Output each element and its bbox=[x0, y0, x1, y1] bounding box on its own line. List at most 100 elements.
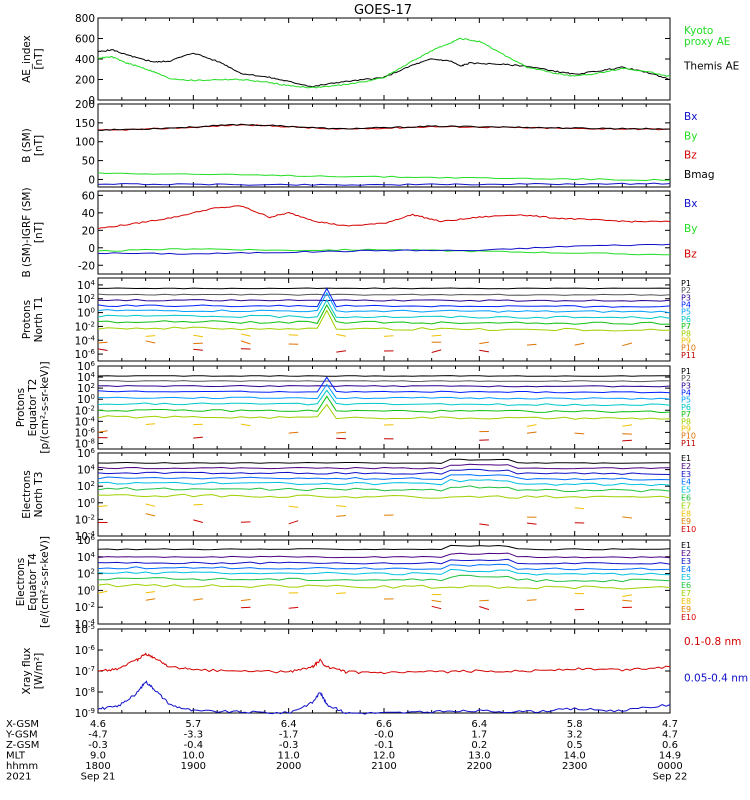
y-tick-label: 100 bbox=[77, 497, 95, 510]
channel-e10 bbox=[479, 606, 490, 611]
x-cell: 1800 bbox=[85, 761, 110, 772]
y-tick-label: 104 bbox=[77, 551, 95, 564]
figure-title: GOES-17 bbox=[354, 3, 412, 18]
channel-e9 bbox=[193, 598, 203, 601]
channel-p4 bbox=[97, 287, 671, 308]
channel-p3 bbox=[97, 298, 671, 302]
series-bx bbox=[97, 243, 671, 255]
channel-e9 bbox=[622, 599, 632, 602]
channel-p10 bbox=[288, 431, 299, 434]
legend-p3: P3 bbox=[681, 381, 691, 390]
y-tick-label: 10-5 bbox=[75, 623, 95, 636]
legend-themis-ae: Themis AE bbox=[683, 61, 739, 73]
legend-kyoto-proxy-ae: Kyoto bbox=[684, 25, 713, 37]
legend-e4: E4 bbox=[681, 478, 691, 487]
channel-p10 bbox=[336, 431, 346, 434]
channel-p5 bbox=[97, 291, 671, 314]
series-bmag bbox=[97, 123, 671, 132]
legend-p4: P4 bbox=[681, 301, 691, 310]
x-cell: 11.0 bbox=[278, 751, 300, 762]
y-tick-label: 50 bbox=[82, 156, 95, 168]
x-cell: -0.3 bbox=[88, 740, 108, 751]
legend-e1: E1 bbox=[681, 541, 691, 550]
series-themis-ae bbox=[97, 49, 671, 88]
x-cell: 0.5 bbox=[567, 740, 583, 751]
channel-p9 bbox=[145, 423, 156, 425]
y-axis-label: B (SM) bbox=[21, 128, 33, 162]
channel-e10 bbox=[479, 523, 489, 526]
channel-e4 bbox=[97, 563, 671, 571]
legend-p5: P5 bbox=[681, 396, 691, 405]
channel-p11 bbox=[193, 348, 203, 351]
channel-p11 bbox=[622, 439, 632, 442]
y-tick-label: 104 bbox=[77, 464, 95, 477]
channel-p9 bbox=[240, 423, 251, 427]
channel-e5 bbox=[97, 568, 671, 576]
y-tick-label: 20 bbox=[82, 225, 95, 237]
channel-e4 bbox=[97, 474, 671, 481]
series-0-05-0-4-nm bbox=[97, 680, 671, 715]
y-tick-label: 102 bbox=[77, 293, 95, 306]
channel-e10 bbox=[288, 606, 299, 609]
x-row-label: Z-GSM bbox=[6, 740, 39, 751]
channel-p1 bbox=[98, 287, 671, 290]
y-tick-label: 0 bbox=[88, 95, 95, 107]
x-cell: Sep 22 bbox=[653, 772, 688, 783]
y-axis-label: [nT] bbox=[33, 135, 45, 156]
y-axis-label: [nT] bbox=[33, 48, 45, 69]
x-row-label: hhmm bbox=[6, 761, 38, 772]
y-axis-label: Protons bbox=[15, 388, 27, 427]
x-cell: 1.7 bbox=[471, 730, 487, 741]
legend-e5: E5 bbox=[681, 573, 691, 582]
x-cell: 14.0 bbox=[564, 751, 586, 762]
y-axis-label: Electrons bbox=[15, 558, 27, 607]
channel-p10 bbox=[574, 342, 585, 346]
channel-e10 bbox=[431, 605, 442, 610]
y-axis-label: Protons bbox=[21, 300, 33, 339]
legend-e10: E10 bbox=[681, 613, 696, 622]
channel-p9 bbox=[431, 334, 442, 337]
x-cell: 0000 bbox=[657, 761, 682, 772]
channel-p10 bbox=[97, 341, 108, 344]
y-axis-label: Equator T4 bbox=[27, 553, 39, 611]
x-cell: 6.6 bbox=[376, 719, 392, 730]
channel-p10 bbox=[145, 340, 156, 344]
panel-frame bbox=[97, 539, 671, 625]
channel-e9 bbox=[145, 513, 156, 517]
legend-by: By bbox=[684, 130, 697, 142]
legend-e5: E5 bbox=[681, 486, 691, 495]
channel-p6 bbox=[97, 389, 671, 407]
legend-p6: P6 bbox=[681, 315, 691, 324]
panel-frame bbox=[97, 103, 671, 188]
channel-p9 bbox=[145, 335, 156, 337]
legend-e4: E4 bbox=[681, 565, 691, 574]
channel-e3 bbox=[97, 558, 671, 565]
channel-p11 bbox=[193, 436, 203, 439]
y-tick-label: 100 bbox=[77, 584, 95, 597]
channel-p10 bbox=[479, 341, 489, 345]
y-axis-label: Equator T2 bbox=[27, 379, 39, 437]
x-cell: -3.3 bbox=[184, 730, 204, 741]
channel-e1 bbox=[97, 544, 671, 551]
legend-p8: P8 bbox=[681, 329, 691, 338]
x-cell: -0.4 bbox=[184, 740, 204, 751]
channel-p9 bbox=[240, 333, 251, 337]
channel-p11 bbox=[336, 437, 346, 440]
channel-e6 bbox=[97, 485, 671, 493]
channel-p10 bbox=[574, 432, 585, 435]
channel-p8 bbox=[97, 403, 671, 420]
channel-p9 bbox=[383, 335, 394, 337]
y-tick-label: 10-2 bbox=[75, 601, 95, 614]
y-tick-label: 600 bbox=[75, 34, 95, 46]
legend-e2: E2 bbox=[681, 549, 691, 558]
series-0-1-0-8-nm bbox=[97, 652, 671, 675]
y-tick-label: 10-2 bbox=[75, 513, 95, 526]
legend-e8: E8 bbox=[681, 597, 691, 606]
legend-e9: E9 bbox=[681, 517, 691, 526]
legend-p6: P6 bbox=[681, 403, 691, 412]
y-tick-label: 150 bbox=[75, 118, 95, 130]
legend-0-1-0-8-nm: 0.1-0.8 nm bbox=[684, 636, 741, 648]
legend-p7: P7 bbox=[681, 410, 691, 419]
